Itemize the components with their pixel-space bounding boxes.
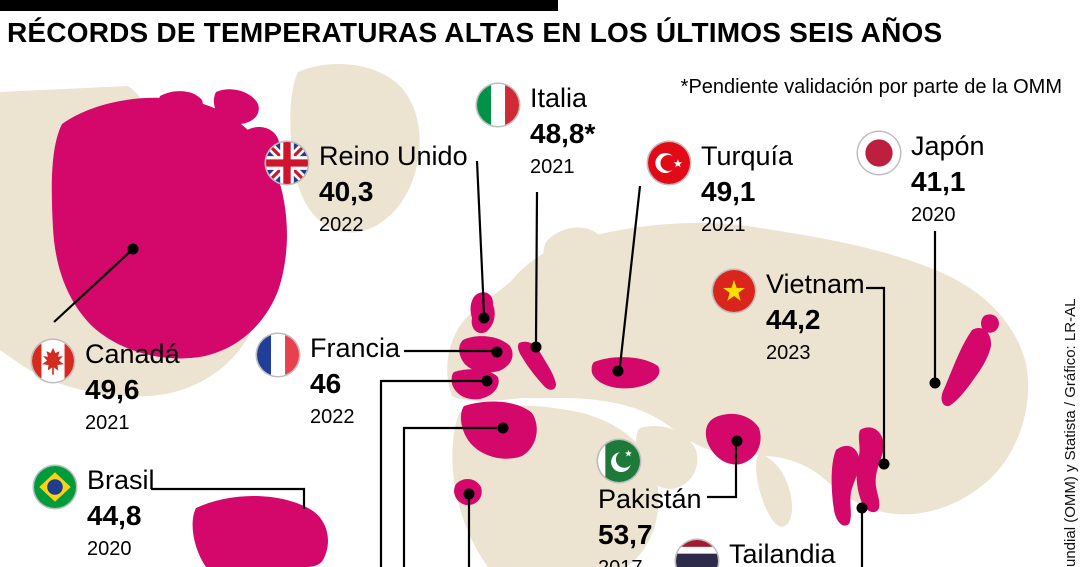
leader-line-italy [534, 191, 539, 344]
country-name: Francia [310, 333, 401, 363]
country-name: Canadá [85, 339, 180, 369]
leader-line-pakistan [707, 446, 738, 499]
country-year: 2020 [911, 204, 956, 227]
map-marker-spain [481, 375, 493, 387]
label-pakistan: Pakistán 53,7 2017 [598, 440, 702, 567]
canada-flag-icon [32, 340, 74, 382]
map-shape-italy [518, 341, 556, 390]
map-marker-thailand [856, 502, 868, 514]
map-shape-india [756, 454, 793, 527]
map-marker-pakistan [731, 435, 743, 447]
country-value: 44,8 [87, 500, 142, 532]
map-shape-vietnam [856, 427, 884, 513]
country-name: Vietnam [766, 269, 865, 299]
turkey-flag-icon [648, 142, 690, 184]
map-marker-italy [530, 341, 542, 353]
map-marker-uk [478, 312, 490, 324]
country-name: Turquía [701, 141, 794, 171]
country-name: Brasil [87, 465, 155, 495]
label-canada: Canadá 49,6 2021 [32, 340, 180, 435]
map-shape-greenland [290, 63, 420, 233]
map-marker-algeria [497, 422, 509, 434]
label-francia: Francia 46 2022 [257, 334, 400, 429]
country-name: Reino Unido [319, 141, 468, 171]
vietnam-flag-icon [713, 270, 755, 312]
country-value: 44,2 [766, 304, 821, 336]
label-vietnam: Vietnam 44,2 2023 [713, 270, 865, 365]
map-shape-canada-island-1 [158, 91, 203, 122]
label-brasil: Brasil 44,8 2020 [34, 466, 155, 561]
uk-flag-icon [266, 142, 308, 184]
page-title: RÉCORDS DE TEMPERATURAS ALTAS EN LOS ÚLT… [7, 17, 943, 48]
italy-flag-icon [477, 84, 519, 126]
country-year: 2017 [598, 557, 702, 567]
map-shape-japan [941, 327, 992, 407]
map-shape-scandinavia [543, 227, 606, 281]
leader-line-uk [475, 160, 486, 314]
map-shape-france [459, 336, 513, 373]
country-year: 2021 [85, 412, 130, 435]
country-year: 2022 [310, 406, 355, 429]
country-value: 53,7 [598, 519, 653, 551]
map-shape-turkey [591, 357, 660, 389]
country-value: 49,1 [701, 176, 756, 208]
country-year: 2023 [766, 342, 811, 365]
map-marker-france [491, 346, 503, 358]
validation-note: *Pendiente validación por parte de la OM… [680, 76, 1062, 98]
country-value: 41,1 [911, 166, 966, 198]
map-marker-vietnam [878, 458, 890, 470]
map-marker-west-africa [463, 488, 475, 500]
country-year: 2021 [701, 214, 746, 237]
country-name: Japón [911, 131, 985, 161]
map-shape-canada [51, 97, 287, 359]
map-marker-canada [127, 243, 139, 255]
map-marker-turkey [612, 365, 624, 377]
map-marker-japan [929, 377, 941, 389]
pakistan-flag-icon [598, 440, 640, 482]
country-value: 40,3 [319, 176, 374, 208]
thailand-flag-icon [676, 540, 718, 567]
map-shape-japan-north [981, 314, 999, 333]
country-value: 49,6 [85, 374, 140, 406]
label-tailandia: Tailandia [676, 540, 836, 567]
map-shape-uk [470, 292, 495, 334]
top-bar [0, 0, 558, 11]
country-year: 2022 [319, 214, 364, 237]
source-credit: undial (OMM) y Statista / Gráfico: LR-AL [1062, 298, 1079, 567]
country-year: 2021 [530, 156, 575, 179]
label-italia: Italia 48,8* 2021 [477, 84, 595, 179]
country-name: Italia [530, 83, 588, 113]
leader-line-vietnam [866, 286, 886, 459]
map-shape-brazil [192, 496, 328, 567]
country-value: 46 [310, 368, 342, 400]
japan-flag-icon [858, 132, 900, 174]
leader-line-turkey [618, 185, 642, 367]
label-japon: Japón 41,1 2020 [858, 132, 985, 227]
label-turquia: Turquía 49,1 2021 [648, 142, 793, 237]
france-flag-icon [257, 334, 299, 376]
label-reino-unido: Reino Unido 40,3 2022 [266, 142, 468, 237]
leader-line-algeria [402, 426, 497, 567]
leader-lines [53, 160, 937, 567]
country-name: Pakistán [598, 484, 702, 514]
leader-line-brazil [151, 487, 306, 509]
leader-line-spain [379, 379, 482, 567]
country-value: 48,8* [530, 118, 596, 150]
map-shape-canada-island-2 [213, 89, 259, 125]
country-name: Tailandia [729, 539, 836, 567]
brazil-flag-icon [34, 466, 76, 508]
leader-line-canada [53, 248, 134, 323]
country-year: 2020 [87, 538, 132, 561]
map-shape-thailand [831, 445, 860, 526]
map-markers [127, 243, 941, 514]
